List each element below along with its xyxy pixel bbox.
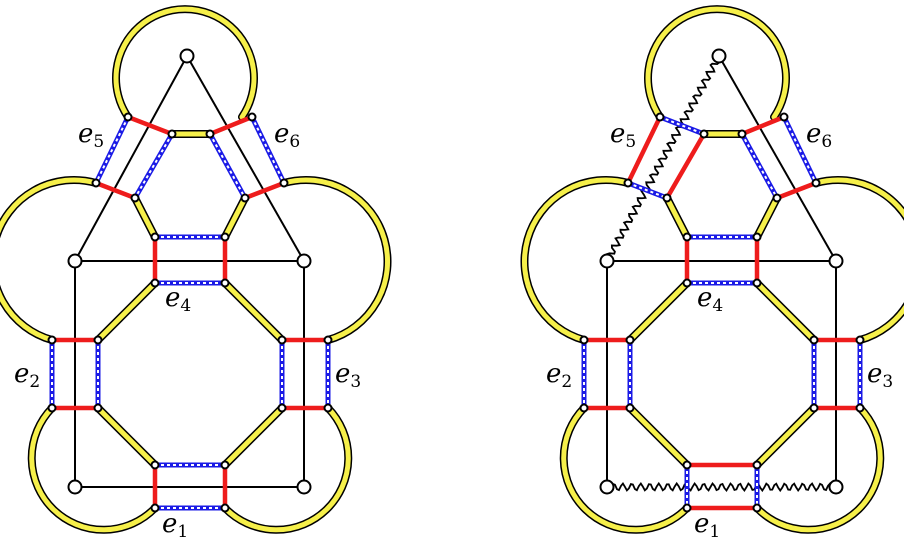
panel-left: e1 e2 e3 e4 e5 e6 xyxy=(0,9,388,542)
wavy-edges xyxy=(605,55,837,493)
edge-label-e2: e2 xyxy=(546,359,572,392)
edge-label-e3: e3 xyxy=(867,359,893,392)
wavy-edge xyxy=(605,55,720,263)
wavy-edge xyxy=(606,481,837,493)
blue-edges xyxy=(49,115,331,511)
edge-label-e1: e1 xyxy=(694,509,720,542)
graph-edges xyxy=(74,55,305,488)
edge-label-e3: e3 xyxy=(335,359,361,392)
edge-label-e1: e1 xyxy=(162,509,188,542)
panel-right: e1 e2 e3 e4 e5 e6 xyxy=(524,9,904,542)
vertices xyxy=(579,48,865,513)
edge-label-e5: e5 xyxy=(610,119,636,152)
edge-label-e2: e2 xyxy=(14,359,40,392)
edge-label-e5: e5 xyxy=(78,119,104,152)
blue-edges xyxy=(581,114,863,508)
red-edges xyxy=(581,114,863,511)
edge-label-e4: e4 xyxy=(697,283,723,316)
edge-label-e6: e6 xyxy=(806,119,832,152)
edge-label-e4: e4 xyxy=(165,283,191,316)
graph-edges xyxy=(606,55,837,487)
vertices xyxy=(47,48,333,513)
edge-label-e6: e6 xyxy=(274,119,300,152)
red-edges xyxy=(49,114,331,511)
